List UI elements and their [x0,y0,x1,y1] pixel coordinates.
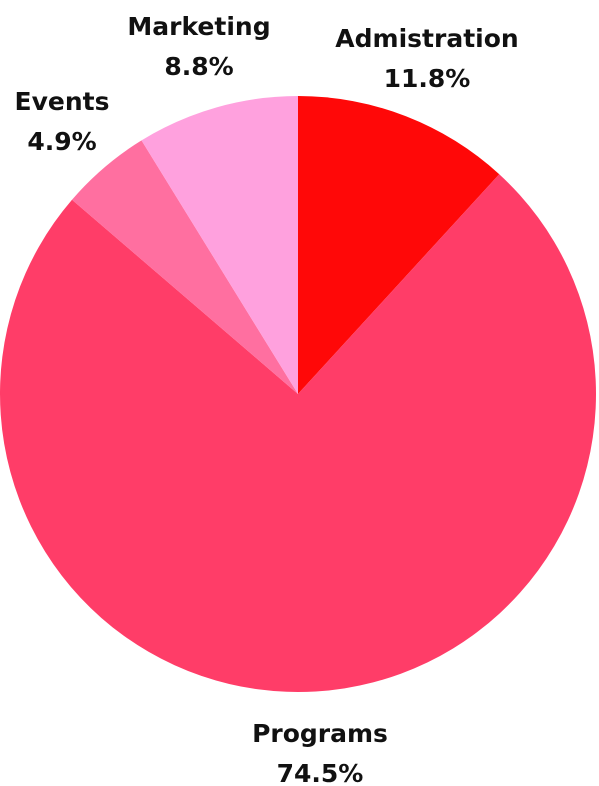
slice-value-programs: 74.5% [277,759,364,786]
pie-slices [0,96,597,692]
pie-slice-events [72,140,298,394]
slice-label-events: Events [15,87,110,116]
slice-value-marketing: 8.8% [164,52,233,81]
slice-label-programs: Programs [252,719,388,748]
pie-slice-programs [0,174,597,692]
slice-value-admistration: 11.8% [384,64,471,93]
slice-label-marketing: Marketing [127,12,270,41]
pie-slice-marketing [141,96,298,394]
slice-value-events: 4.9% [27,127,96,156]
slice-label-admistration: Admistration [335,24,518,53]
pie-slice-admistration [298,96,500,394]
